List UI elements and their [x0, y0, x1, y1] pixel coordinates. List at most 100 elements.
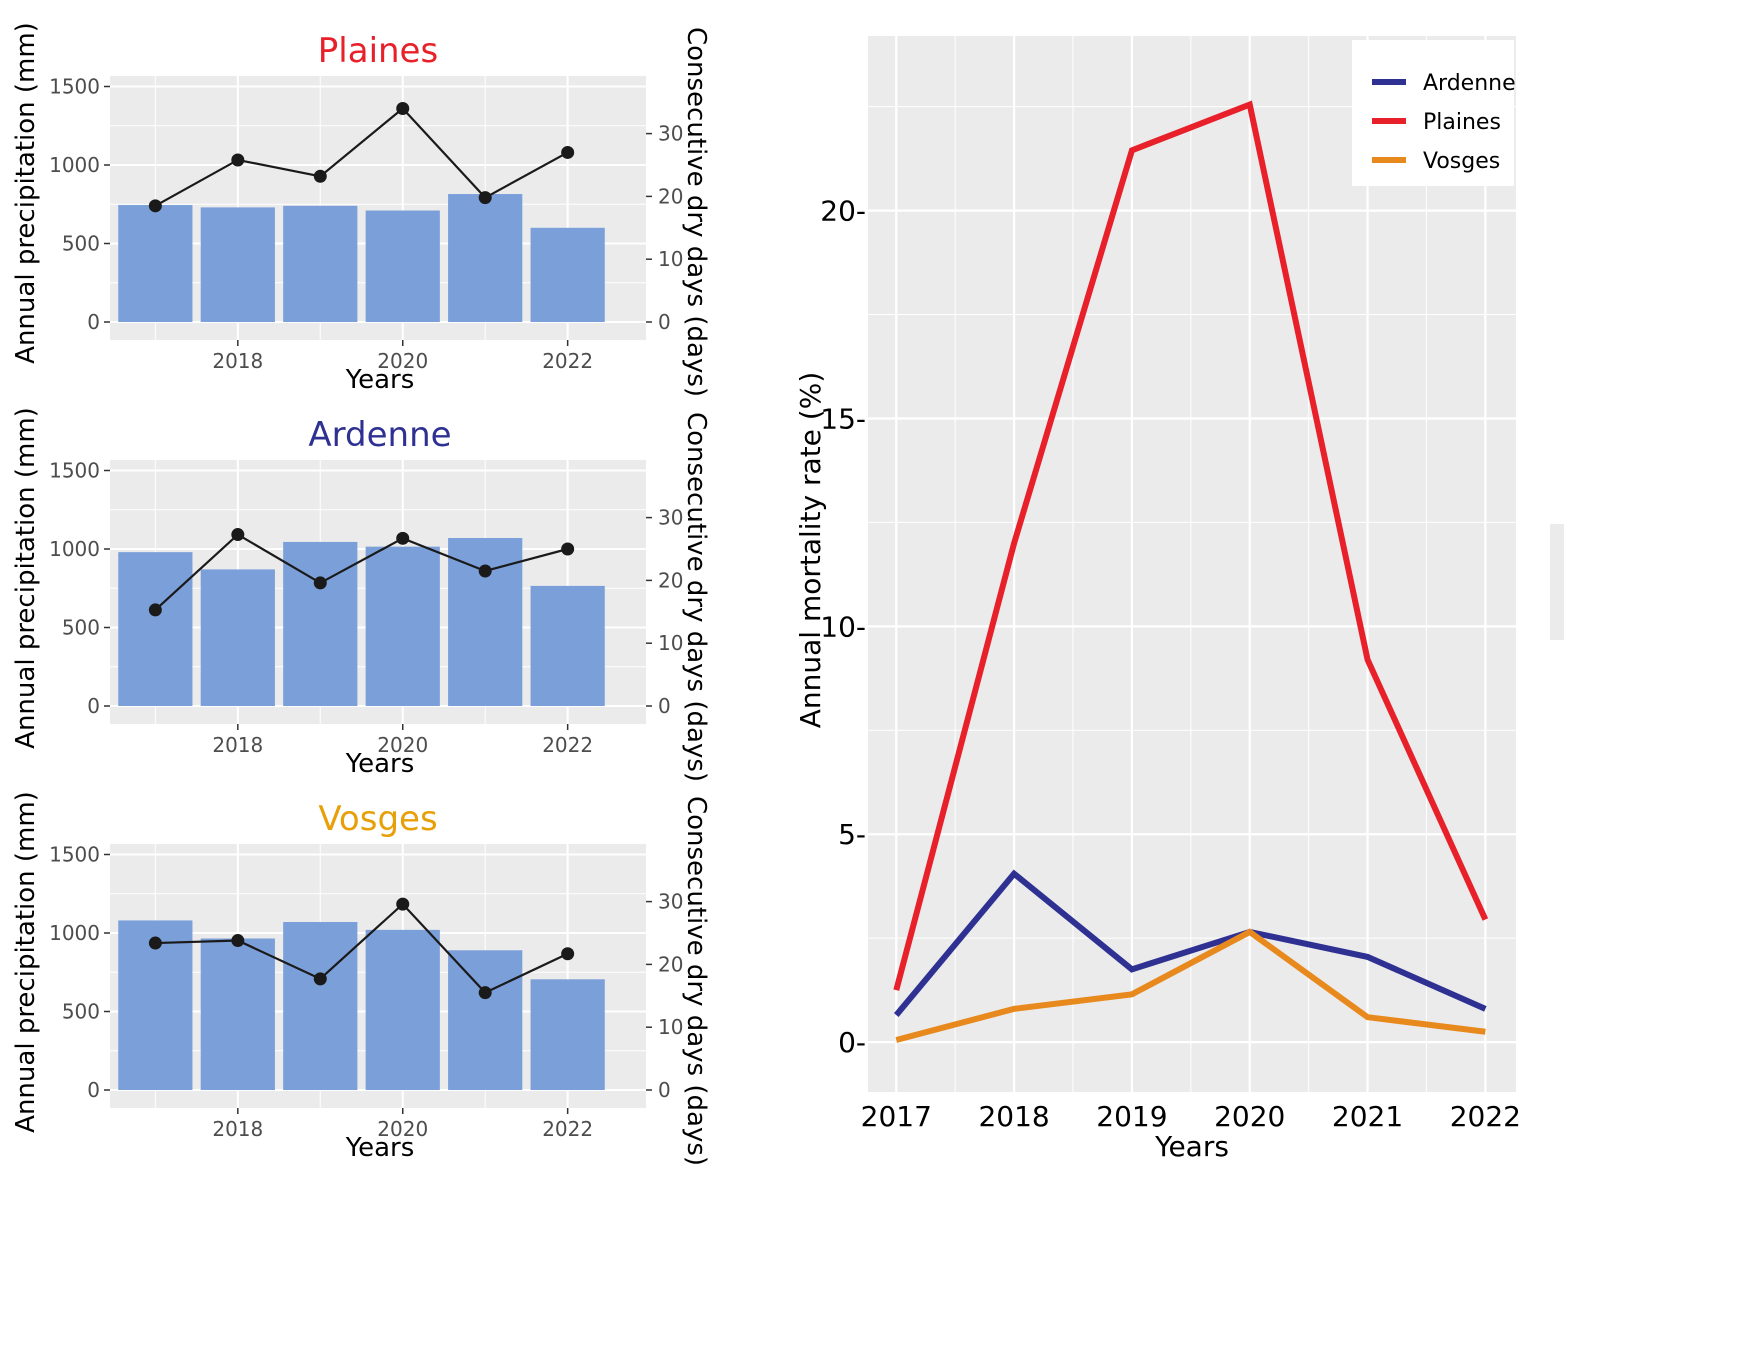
dry-days-point [231, 528, 245, 542]
y-tick-label: 1500 [49, 843, 100, 867]
dry-days-polyline [154, 533, 568, 611]
y-axis-ticks: 0 500 1000 1500 [49, 843, 110, 1102]
y-axis-ticks: 0 500 1000 1500 [49, 75, 110, 334]
x-axis-ticks: 2017 2018 2019 2020 2021 2022 [861, 1100, 1521, 1133]
mortality-line-ardenne [893, 869, 1487, 1018]
x-tick-label: 2021 [1332, 1100, 1403, 1133]
y2-axis-label: Consecutive dry days (days) [681, 796, 711, 1166]
x-tick-label: 2020 [377, 733, 428, 757]
mortality-line-vosges [895, 928, 1486, 1043]
y-tick-label: 1000 [49, 537, 100, 561]
y2-tick-label: 10 [658, 247, 683, 271]
y2-tick-label: 30 [658, 122, 683, 146]
edge-panel-fragment [1550, 524, 1564, 640]
x-tick-label: 2020 [377, 1117, 428, 1141]
precip-bar [200, 938, 275, 1090]
y-tick-label: 500 [62, 1000, 100, 1024]
y2-tick-label: 30 [658, 506, 683, 530]
dry-days-point [396, 101, 410, 115]
x-axis-ticks: 2018 2020 2022 [212, 1108, 593, 1141]
dry-days-point [148, 936, 162, 950]
panel-title: Ardenne [308, 415, 451, 455]
dry-days-line [148, 528, 575, 617]
y2-tick-label: 0 [658, 310, 671, 334]
legend: Ardenne Plaines Vosges [1352, 40, 1516, 186]
dry-days-point [313, 972, 327, 986]
precip-bar [283, 922, 358, 1090]
precip-bar [530, 585, 605, 706]
x-tick-label: 2022 [542, 733, 593, 757]
y-axis-label: Annual mortality rate (%) [794, 372, 827, 729]
legend-entries: Ardenne Plaines Vosges [1372, 71, 1516, 174]
dry-days-point [148, 603, 162, 617]
x-axis-label: Years [345, 365, 415, 395]
x-axis-ticks: 2018 2020 2022 [212, 340, 593, 373]
dry-days-point [313, 576, 327, 590]
precip-bar [118, 552, 193, 706]
dry-days-polyline [155, 902, 569, 994]
y-tick-label: 500 [62, 232, 100, 256]
y2-tick-label: 10 [658, 631, 683, 655]
gridlines [868, 36, 1516, 1092]
y-tick-label: 1500 [49, 75, 100, 99]
dry-days-point [561, 145, 575, 159]
dry-days-line [148, 897, 575, 1000]
panel-ardenne: Ardenne 0 500 1000 1500 0 10 20 30 2018 2020 202… [11, 407, 711, 782]
precip-bar [448, 194, 523, 322]
y-axis-label: Annual precipitation (mm) [11, 791, 41, 1133]
precip-bar [365, 546, 440, 706]
bars [118, 538, 605, 706]
precip-bar [530, 227, 605, 322]
precip-bar [365, 929, 440, 1090]
y2-axis-ticks: 0 10 20 30 [646, 122, 683, 334]
y-tick-label: 0 [87, 694, 100, 718]
y-tick-label: 5- [838, 818, 866, 851]
y2-axis-ticks: 0 10 20 30 [646, 506, 683, 718]
panel-vosges: Vosges 0 500 1000 1500 0 10 20 30 2018 2020 2022… [11, 791, 711, 1166]
y2-tick-label: 20 [658, 568, 683, 592]
x-axis-ticks: 2018 2020 2022 [212, 724, 593, 757]
dry-days-point [231, 153, 245, 167]
dry-days-point [478, 191, 492, 205]
precip-bar [118, 205, 193, 322]
mortality-lines [893, 100, 1489, 1043]
y-axis-label: Annual precipitation (mm) [11, 407, 41, 749]
y2-tick-label: 10 [658, 1015, 683, 1039]
legend-label: Plaines [1423, 110, 1501, 135]
y-tick-label: 20- [820, 195, 866, 228]
dry-days-point [561, 542, 575, 556]
y-tick-label: 1000 [49, 153, 100, 177]
y2-axis-ticks: 0 10 20 30 [646, 890, 683, 1102]
x-axis-label: Years [345, 1133, 415, 1163]
precip-bar [200, 207, 275, 322]
x-tick-label: 2022 [542, 1117, 593, 1141]
y-tick-label: 0- [838, 1026, 866, 1059]
dry-days-point [313, 169, 327, 183]
x-tick-label: 2018 [212, 349, 263, 373]
x-tick-label: 2018 [212, 733, 263, 757]
dry-days-polyline [154, 106, 569, 207]
x-axis-label: Years [345, 749, 415, 779]
panel-plaines: Plaines 0 500 1000 1500 0 10 20 30 2018 2020 202… [11, 22, 711, 397]
y2-axis-label: Consecutive dry days (days) [681, 412, 711, 782]
y2-tick-label: 0 [658, 694, 671, 718]
dry-days-point [396, 531, 410, 545]
y-tick-label: 10- [820, 610, 866, 643]
x-tick-label: 2020 [377, 349, 428, 373]
bars [118, 194, 605, 322]
x-tick-label: 2018 [978, 1100, 1049, 1133]
dry-days-point [148, 199, 162, 213]
precip-bar [448, 950, 523, 1090]
y-tick-label: 1500 [49, 459, 100, 483]
y2-tick-label: 20 [658, 952, 683, 976]
x-tick-label: 2018 [212, 1117, 263, 1141]
precip-bar [530, 979, 605, 1090]
x-tick-label: 2019 [1096, 1100, 1167, 1133]
panel-title: Plaines [318, 31, 438, 71]
y-tick-label: 0 [87, 310, 100, 334]
mortality-line-plaines [893, 100, 1489, 991]
dry-days-point [231, 934, 245, 948]
x-axis-label: Years [1154, 1130, 1229, 1163]
x-tick-label: 2022 [1450, 1100, 1521, 1133]
